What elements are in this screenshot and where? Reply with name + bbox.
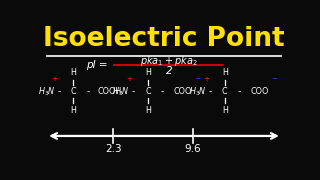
Text: $pka_1 + pka_2$: $pka_1 + pka_2$ (140, 54, 198, 68)
Text: $H_3N$: $H_3N$ (38, 85, 55, 98)
Text: 2.3: 2.3 (105, 144, 122, 154)
Text: -: - (57, 87, 60, 96)
Text: COO: COO (173, 87, 192, 96)
Text: -: - (208, 87, 212, 96)
Text: -: - (161, 87, 164, 96)
Text: C: C (71, 87, 76, 96)
Text: Isoelectric Point: Isoelectric Point (43, 26, 285, 52)
Text: $H_3N$: $H_3N$ (112, 85, 130, 98)
Text: −: − (194, 76, 200, 82)
Text: -: - (238, 87, 241, 96)
Text: 2: 2 (166, 66, 172, 76)
Text: +: + (126, 76, 132, 82)
Text: H: H (222, 107, 228, 116)
Text: 9.6: 9.6 (184, 144, 201, 154)
Text: COO: COO (250, 87, 269, 96)
Text: H: H (145, 107, 151, 116)
Text: H: H (70, 68, 76, 77)
Text: -: - (132, 87, 135, 96)
Text: H: H (70, 107, 76, 116)
Text: H: H (222, 68, 228, 77)
Text: $H_3N$: $H_3N$ (189, 85, 207, 98)
Text: C: C (145, 87, 151, 96)
Text: C: C (222, 87, 228, 96)
Text: H: H (145, 68, 151, 77)
Text: pI =: pI = (86, 60, 111, 70)
Text: +: + (52, 76, 58, 82)
Text: -: - (86, 87, 90, 96)
Text: +: + (203, 76, 209, 82)
Text: COOH: COOH (98, 87, 122, 96)
Text: −: − (271, 76, 277, 82)
